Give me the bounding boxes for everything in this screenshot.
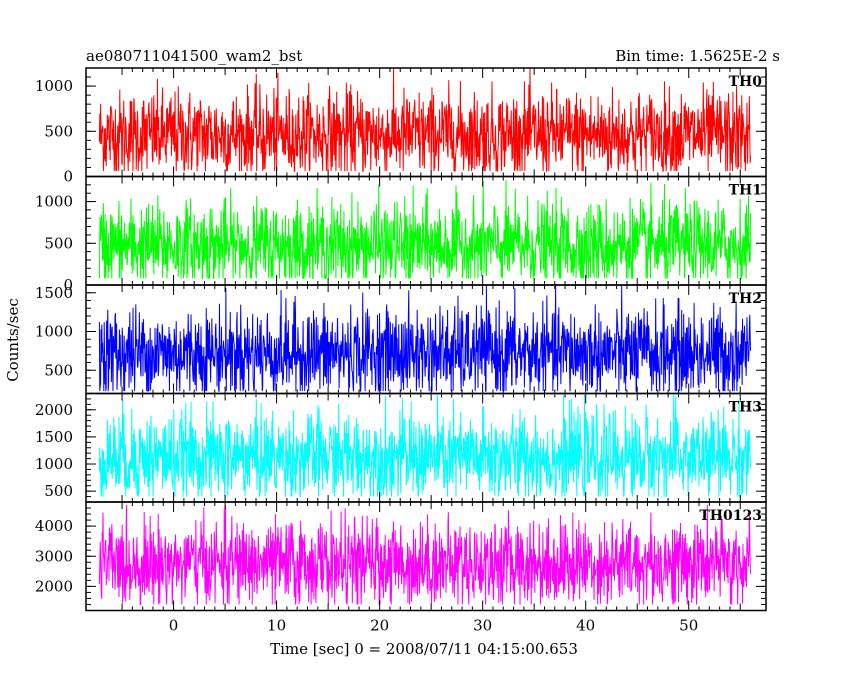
y-tick-label: 1000 <box>35 193 73 211</box>
y-tick-label: 4000 <box>35 517 73 535</box>
y-tick-label: 0 <box>63 276 73 294</box>
x-tick-label: 10 <box>267 617 286 635</box>
y-tick-label: 500 <box>44 234 73 252</box>
x-tick-label: 0 <box>169 617 179 635</box>
panels-group: TH0 0 500 1000 TH1 0 500 1000 TH2 500 1000 1500 TH3 5… <box>35 67 767 612</box>
y-tick-label: 500 <box>44 361 73 379</box>
y-tick-label: 0 <box>63 168 73 186</box>
series-line-th1 <box>98 180 752 279</box>
x-axis-label: Time [sec] 0 = 2008/07/11 04:15:00.653 <box>270 640 578 658</box>
y-tick-label: 500 <box>44 482 73 500</box>
bin-time-label: Bin time: 1.5625E-2 s <box>615 47 780 65</box>
panel-th2: TH2 500 1000 1500 <box>35 284 767 395</box>
series-line-th0 <box>98 68 752 173</box>
series-line-th2 <box>98 285 752 392</box>
x-tick-label: 20 <box>370 617 389 635</box>
y-tick-label: 2000 <box>35 401 73 419</box>
x-tick-label: 50 <box>679 617 698 635</box>
panel-th1: TH1 0 500 1000 <box>35 175 767 294</box>
y-tick-label: 500 <box>44 122 73 140</box>
x-tick-label: 40 <box>576 617 595 635</box>
series-line-th3 <box>98 393 752 499</box>
panel-label: TH3 <box>729 400 762 416</box>
y-tick-label: 1000 <box>35 323 73 341</box>
y-tick-label: 1000 <box>35 455 73 473</box>
y-tick-label: 1000 <box>35 77 73 95</box>
series-line-th0123 <box>98 504 752 605</box>
y-tick-label: 1500 <box>35 428 73 446</box>
y-tick-label: 3000 <box>35 547 73 565</box>
panel-label: TH2 <box>729 291 762 307</box>
panel-label: TH1 <box>729 183 762 199</box>
panel-label: TH0123 <box>699 508 762 524</box>
y-axis-label: Counts/sec <box>4 298 22 382</box>
panel-th3: TH3 500 1000 1500 2000 <box>35 392 767 503</box>
x-tick-label: 30 <box>473 617 492 635</box>
panel-th0: TH0 0 500 1000 <box>35 67 767 186</box>
chart-title: ae080711041500_wam2_bst <box>86 47 302 65</box>
x-axis: 0 10 20 30 40 50 <box>169 617 698 635</box>
panel-label: TH0 <box>729 74 763 90</box>
y-tick-label: 1500 <box>35 284 73 302</box>
panel-th0123: TH0123 2000 3000 4000 <box>35 501 767 612</box>
y-tick-label: 2000 <box>35 577 73 595</box>
